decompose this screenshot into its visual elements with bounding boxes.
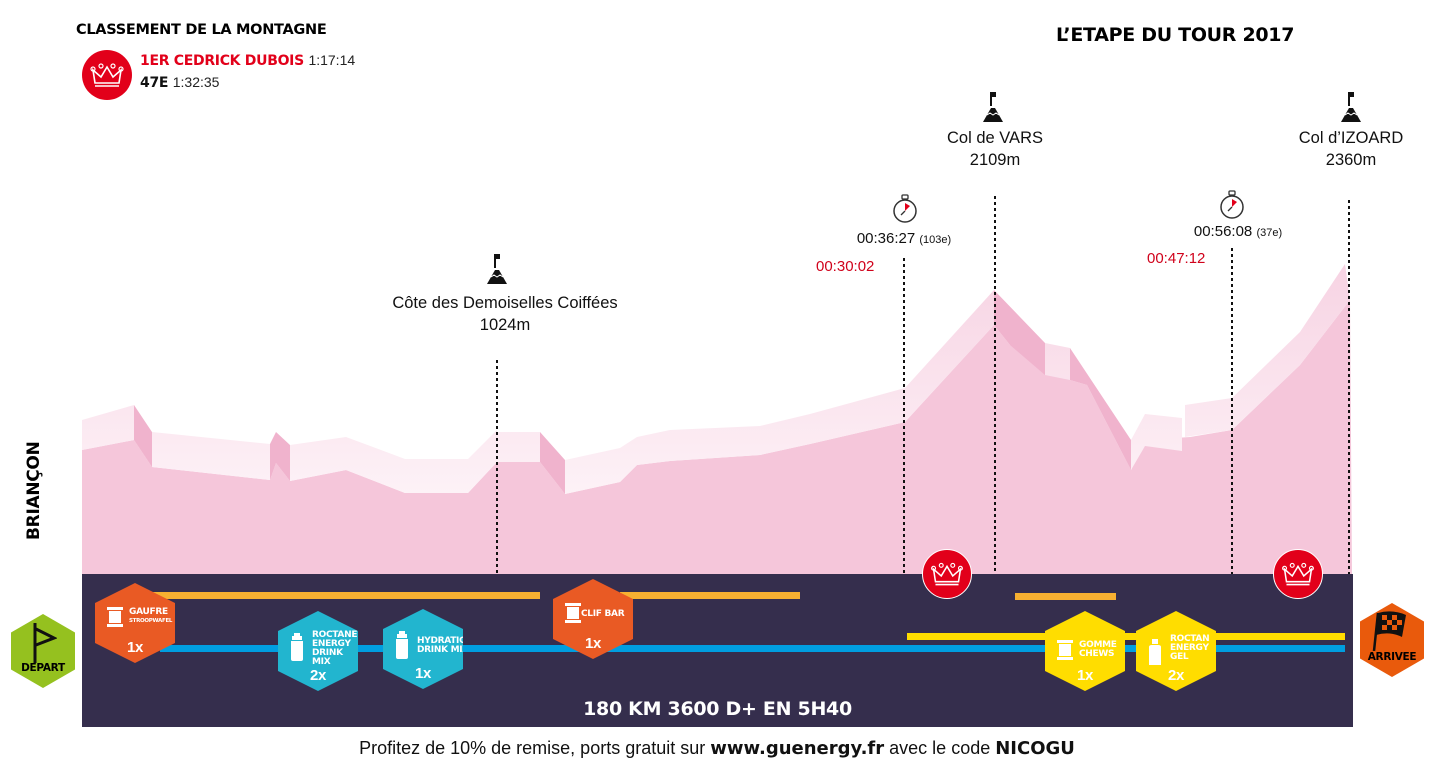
summit-altitude: 2360m (1325, 151, 1377, 169)
crown-icon (82, 50, 132, 100)
nutrition-item: ROCTAN ENERGY GEL 2x (1136, 611, 1216, 691)
item-qty: 1x (126, 639, 144, 656)
gold-bar-2 (620, 592, 800, 599)
summit-name: Côte des Demoiselles Coiffées (392, 294, 618, 312)
summit-flag-icon (981, 92, 1005, 122)
summit-cote: Côte des Demoiselles Coiffées 1024m (392, 292, 617, 336)
start-town-label: BRIANÇON (24, 441, 44, 540)
promo-site-link[interactable]: www.guenergy.fr (710, 738, 885, 759)
item-qty: 2x (1167, 667, 1185, 684)
leader-row: 1ER CEDRICK DUBOIS 1:17:14 (140, 52, 355, 69)
summit-flag-icon (485, 254, 509, 284)
bar-icon (565, 603, 581, 623)
split-rank: (103e) (919, 234, 952, 246)
yellow-bar (907, 633, 1345, 640)
stopwatch-icon (892, 194, 918, 224)
item-qty: 1x (584, 635, 602, 652)
item-name: CLIF BAR (581, 609, 625, 619)
bottle-icon (291, 633, 303, 661)
item-qty: 1x (414, 665, 432, 682)
blue-line (160, 645, 1345, 652)
gold-bar-3 (1015, 593, 1116, 600)
summit-name: Col d’IZOARD (1298, 129, 1404, 147)
gel-icon (1149, 639, 1161, 665)
profile-ribbon (82, 264, 1350, 494)
item-name: ROCTANE ENERGY DRINK MIX (312, 630, 358, 667)
bar-icon (107, 607, 123, 627)
promo-text: avec le code (884, 738, 996, 758)
my-row: 47E 1:32:35 (140, 74, 219, 91)
split-vars: 00:36:27 (103e) (857, 230, 951, 247)
stage-summary: 180 KM 3600 D+ EN 5H40 (583, 698, 852, 720)
split-rank: (37e) (1256, 227, 1283, 239)
summit-izoard: Col d’IZOARD 2360m (1299, 127, 1404, 171)
profile-fill (82, 300, 1352, 575)
leader-time: 1:17:14 (308, 52, 356, 68)
my-time: 1:32:35 (172, 74, 220, 90)
item-name: GOMME CHEWS (1079, 640, 1117, 659)
start-label: DEPART (21, 662, 65, 674)
promo-banner: Profitez de 10% de remise, ports gratuit… (0, 738, 1434, 759)
bottle-icon (396, 631, 408, 659)
summit-altitude: 2109m (969, 151, 1021, 169)
item-qty: 2x (309, 667, 327, 684)
promo-text: Profitez de 10% de remise, ports gratuit… (359, 738, 711, 758)
split-izoard: 00:56:08 (37e) (1194, 223, 1282, 240)
my-rank: 47E (140, 75, 169, 91)
bar-icon (1057, 640, 1073, 660)
item-sub: STROOPWAFEL (129, 618, 173, 624)
summit-altitude: 1024m (479, 316, 531, 334)
mountain-classification-title: CLASSEMENT DE LA MONTAGNE (76, 22, 327, 38)
flag-icon (33, 623, 57, 663)
summit-markers (496, 196, 1350, 575)
item-qty: 1x (1076, 667, 1094, 684)
summit-flag-icon (1339, 92, 1363, 122)
best-split-vars: 00:30:02 (816, 258, 875, 275)
leader-rank-name: 1ER CEDRICK DUBOIS (140, 53, 304, 69)
item-name: GAUFRE (129, 607, 168, 617)
item-name: ROCTAN ENERGY GEL (1170, 634, 1210, 662)
crown-icon (1273, 549, 1323, 599)
crown-icon (922, 549, 972, 599)
item-name: HYDRATION DRINK MIX (417, 636, 474, 655)
finish-label: ARRIVEE (1367, 651, 1417, 663)
stopwatch-icon (1219, 190, 1245, 220)
promo-code: NICOGU (995, 738, 1075, 759)
split-time: 00:36:27 (856, 230, 916, 247)
nutrition-item: GOMME CHEWS 1x (1045, 611, 1125, 691)
checkered-flag-icon (1372, 611, 1406, 651)
best-split-izoard: 00:47:12 (1147, 250, 1206, 267)
summit-name: Col de VARS (947, 129, 1043, 147)
summit-vars: Col de VARS 2109m (947, 127, 1043, 171)
split-time: 00:56:08 (1193, 223, 1253, 240)
gold-bar-1 (150, 592, 540, 599)
event-title: L’ETAPE DU TOUR 2017 (1056, 24, 1295, 46)
